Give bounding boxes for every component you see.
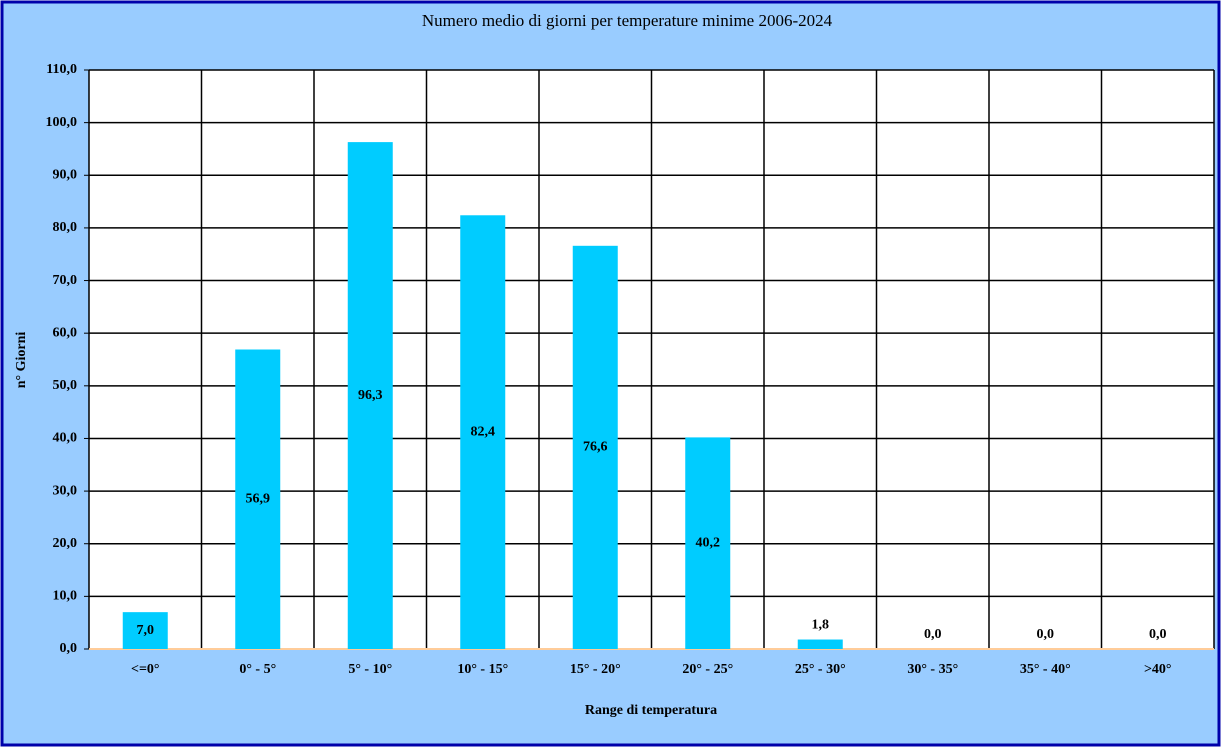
y-tick-label: 50,0	[53, 378, 78, 393]
data-label: 40,2	[696, 535, 721, 550]
data-label: 1,8	[812, 618, 830, 633]
y-tick-label: 0,0	[60, 641, 78, 656]
data-label: 82,4	[471, 424, 496, 439]
x-tick-label: 35° - 40°	[1020, 662, 1071, 677]
data-label: 0,0	[924, 627, 942, 642]
data-label: 76,6	[583, 440, 608, 455]
data-label: 0,0	[1037, 627, 1055, 642]
x-axis-title: Range di temperatura	[585, 703, 717, 718]
data-label: 96,3	[358, 388, 383, 403]
bar	[460, 215, 506, 649]
x-tick-label: >40°	[1144, 662, 1172, 677]
bar	[235, 349, 281, 649]
y-tick-label: 20,0	[53, 536, 78, 551]
chart-title: Numero medio di giorni per temperature m…	[422, 11, 833, 30]
y-tick-label: 100,0	[46, 115, 78, 130]
x-tick-label: 20° - 25°	[682, 662, 733, 677]
x-tick-label: <=0°	[131, 662, 160, 677]
y-tick-label: 40,0	[53, 431, 78, 446]
x-tick-label: 10° - 15°	[457, 662, 508, 677]
y-tick-label: 110,0	[46, 62, 77, 77]
data-label: 0,0	[1149, 627, 1167, 642]
y-tick-label: 30,0	[53, 483, 78, 498]
y-tick-label: 60,0	[53, 325, 78, 340]
y-axis-title: n° Giorni	[14, 332, 29, 389]
data-label: 7,0	[137, 623, 155, 638]
x-tick-label: 15° - 20°	[570, 662, 621, 677]
bar	[685, 437, 731, 649]
x-tick-label: 25° - 30°	[795, 662, 846, 677]
x-tick-label: 0° - 5°	[239, 662, 276, 677]
bar	[122, 612, 168, 649]
y-tick-label: 10,0	[53, 589, 78, 604]
y-tick-label: 70,0	[53, 273, 78, 288]
data-label: 56,9	[246, 491, 271, 506]
bar	[797, 639, 843, 649]
y-tick-label: 90,0	[53, 167, 78, 182]
x-tick-label: 5° - 10°	[348, 662, 392, 677]
bar	[347, 142, 393, 649]
bar	[572, 245, 618, 649]
x-tick-label: 30° - 35°	[907, 662, 958, 677]
y-tick-label: 80,0	[53, 220, 78, 235]
